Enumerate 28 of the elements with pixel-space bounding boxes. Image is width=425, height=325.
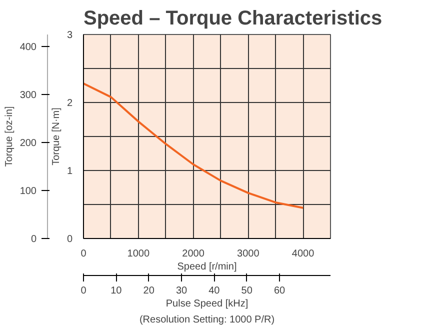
y-tick-label: 1 bbox=[66, 166, 73, 177]
y-axis-title: Torque [N·m] bbox=[50, 107, 62, 166]
x-axis-title: Speed [r/min] bbox=[177, 262, 237, 272]
y-tick-label: 0 bbox=[66, 234, 73, 245]
y2-axis-title: Torque [oz-in] bbox=[4, 106, 15, 167]
y2-tick-label: 100 bbox=[20, 186, 37, 197]
y2-tick-label: 0 bbox=[30, 234, 37, 245]
x2-tick-label: 40 bbox=[208, 286, 220, 296]
x-tick-label: 1000 bbox=[127, 248, 150, 260]
y2-tick-label: 300 bbox=[20, 90, 37, 101]
x2-tick-label: 30 bbox=[176, 286, 188, 296]
x2-tick-label: 10 bbox=[110, 286, 122, 296]
x2-tick-label: 60 bbox=[274, 286, 286, 296]
chart-title: Speed – Torque Characteristics bbox=[84, 8, 382, 30]
x2-tick-label: 0 bbox=[80, 286, 87, 296]
x2-tick-label: 20 bbox=[143, 286, 155, 296]
y2-tick-label: 200 bbox=[20, 138, 37, 149]
y-tick-label: 3 bbox=[66, 30, 73, 41]
x-tick-label: 4000 bbox=[292, 248, 315, 260]
x-tick-label: 0 bbox=[80, 248, 87, 260]
text: (Resolution Setting: 1000 P/R) bbox=[139, 314, 275, 325]
y2-tick-label: 400 bbox=[20, 42, 37, 53]
x-tick-label: 3000 bbox=[237, 248, 260, 260]
x-tick-label: 2000 bbox=[182, 248, 205, 260]
x2-axis-title: Pulse Speed [kHz] bbox=[166, 298, 248, 310]
x2-tick-label: 50 bbox=[241, 286, 253, 296]
line-series bbox=[84, 82, 304, 209]
y-tick-label: 2 bbox=[66, 98, 73, 109]
